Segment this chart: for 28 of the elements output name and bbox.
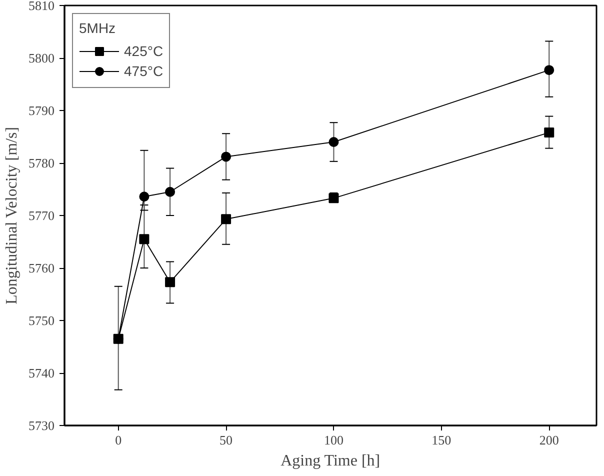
x-tick-label: 0 <box>115 432 122 448</box>
point <box>328 137 339 147</box>
point <box>221 214 232 224</box>
point <box>139 234 150 244</box>
y-tick-label: 5810 <box>28 0 54 13</box>
legend-title: 5MHz <box>79 20 117 36</box>
point <box>139 192 150 202</box>
y-axis-title: Longitudinal Velocity [m/s] <box>4 126 20 304</box>
y-tick-label: 5760 <box>28 260 54 276</box>
legend-label: 425°C <box>124 43 164 59</box>
y-tick-label: 5770 <box>28 208 54 223</box>
y-tick-label: 5800 <box>28 50 54 66</box>
y-tick-label: 5780 <box>28 156 54 170</box>
point <box>544 65 554 76</box>
point <box>165 186 176 197</box>
x-tick-label: 50 <box>220 432 233 448</box>
point <box>221 152 232 162</box>
y-tick-label: 5750 <box>28 313 54 328</box>
x-tick-label: 200 <box>539 432 559 448</box>
point <box>165 277 176 288</box>
legend-label: 475°C <box>124 63 164 79</box>
x-tick-label: 100 <box>324 432 344 448</box>
y-tick-label: 5730 <box>28 418 54 433</box>
x-axis-title: Aging Time [h] <box>280 452 380 470</box>
y-tick-label: 5790 <box>28 103 54 118</box>
point <box>544 128 554 138</box>
x-tick-label: 150 <box>432 432 452 448</box>
y-tick-label: 5740 <box>28 366 54 380</box>
